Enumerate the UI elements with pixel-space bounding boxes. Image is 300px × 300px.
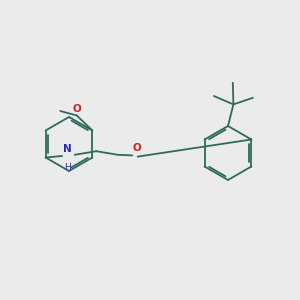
Text: O: O <box>72 104 81 114</box>
Text: H: H <box>64 163 71 172</box>
Text: N: N <box>63 144 72 154</box>
Text: O: O <box>133 143 142 153</box>
